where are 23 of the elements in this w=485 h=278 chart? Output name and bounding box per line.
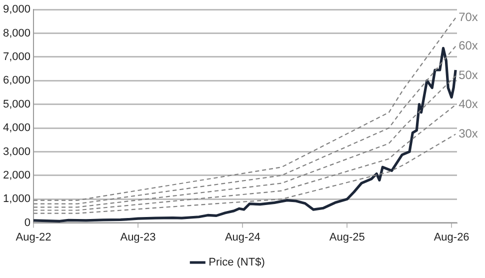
series-label: 30x [458, 126, 478, 141]
line-series [34, 75, 456, 208]
x-tick-label: Aug-22 [16, 231, 52, 244]
x-tick-label: Aug-24 [224, 231, 260, 244]
line-series [34, 17, 456, 201]
y-tick-label: 4,000 [2, 122, 31, 134]
series-label: 70x [458, 10, 478, 24]
x-tick-label: Aug-26 [434, 231, 470, 244]
y-tick-label: 1,000 [2, 193, 31, 206]
series-label: 60x [458, 38, 478, 53]
x-tick-label: Aug-25 [329, 231, 365, 244]
series-label: 40x [458, 97, 478, 112]
y-tick-label: 6,000 [2, 74, 31, 87]
series-label: 50x [458, 68, 478, 82]
legend-label: Price (NT$) [208, 256, 265, 269]
y-tick-label: 2,000 [2, 169, 31, 182]
y-tick-label: 7,000 [2, 51, 31, 64]
x-tick-label: Aug-23 [120, 231, 156, 244]
y-tick-label: 0 [24, 216, 31, 229]
y-tick-label: 3,000 [2, 146, 31, 158]
y-tick-label: 5,000 [2, 98, 31, 110]
y-tick-label: 8,000 [2, 27, 31, 40]
y-tick-label: 9,000 [2, 4, 31, 16]
